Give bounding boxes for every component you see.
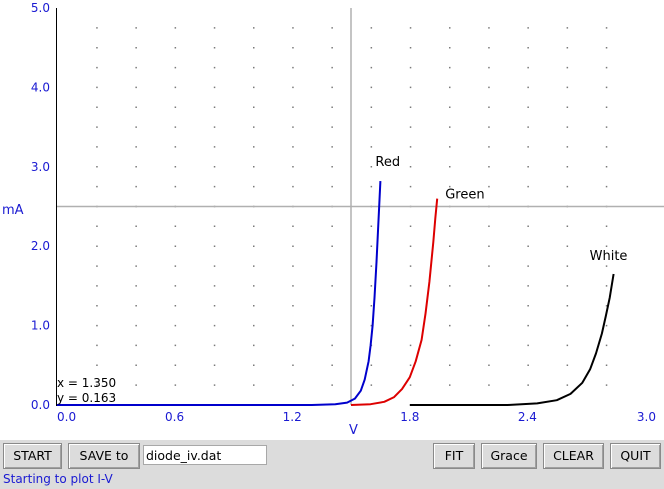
crosshair xyxy=(57,8,664,405)
x-tick-label: 0.0 xyxy=(57,410,76,424)
series-layer: Red Green White xyxy=(57,155,628,406)
x-tick-label: 1.8 xyxy=(400,410,419,424)
x-tick-label: 1.2 xyxy=(283,410,302,424)
status-text: Starting to plot I-V xyxy=(3,472,113,486)
series-line-green xyxy=(350,198,439,406)
grid-dots xyxy=(96,27,608,386)
y-tick-label: 1.0 xyxy=(31,319,50,333)
y-tick-label: 4.0 xyxy=(31,80,50,94)
grid-dot-pattern xyxy=(96,27,608,386)
start-button[interactable]: START xyxy=(3,443,62,469)
y-tick-label: 5.0 xyxy=(31,1,50,15)
clear-button[interactable]: CLEAR xyxy=(543,443,604,469)
x-tick-labels: 0.0 0.6 1.2 1.8 2.4 3.0 xyxy=(57,410,656,424)
y-axis-label: mA xyxy=(2,203,24,218)
filename-input[interactable] xyxy=(143,445,267,465)
series-label-green: Green xyxy=(445,188,484,203)
x-tick-label: 0.6 xyxy=(165,410,184,424)
y-tick-label: 2.0 xyxy=(31,239,50,253)
grace-button[interactable]: Grace xyxy=(481,443,537,469)
fit-button[interactable]: FIT xyxy=(433,443,475,469)
x-tick-label: 3.0 xyxy=(637,410,656,424)
series-label-red: Red xyxy=(375,155,400,170)
y-tick-label: 0.0 xyxy=(31,398,50,412)
x-axis-label: V xyxy=(349,423,358,438)
iv-plot[interactable]: Red Green White 0.0 0.6 1.2 1.8 2.4 3.0 0.0 1.0 2… xyxy=(0,0,664,440)
series-line-white xyxy=(409,273,615,406)
y-tick-label: 3.0 xyxy=(31,160,50,174)
series-line-red xyxy=(57,181,382,406)
y-tick-labels: 0.0 1.0 2.0 3.0 4.0 5.0 xyxy=(31,1,50,412)
save-to-button[interactable]: SAVE to xyxy=(68,443,140,469)
cursor-y-readout: y = 0.163 xyxy=(57,391,116,405)
quit-button[interactable]: QUIT xyxy=(610,443,661,469)
cursor-x-readout: x = 1.350 xyxy=(57,376,116,390)
plot-background xyxy=(0,0,664,440)
series-label-white: White xyxy=(590,249,628,264)
x-tick-label: 2.4 xyxy=(518,410,537,424)
